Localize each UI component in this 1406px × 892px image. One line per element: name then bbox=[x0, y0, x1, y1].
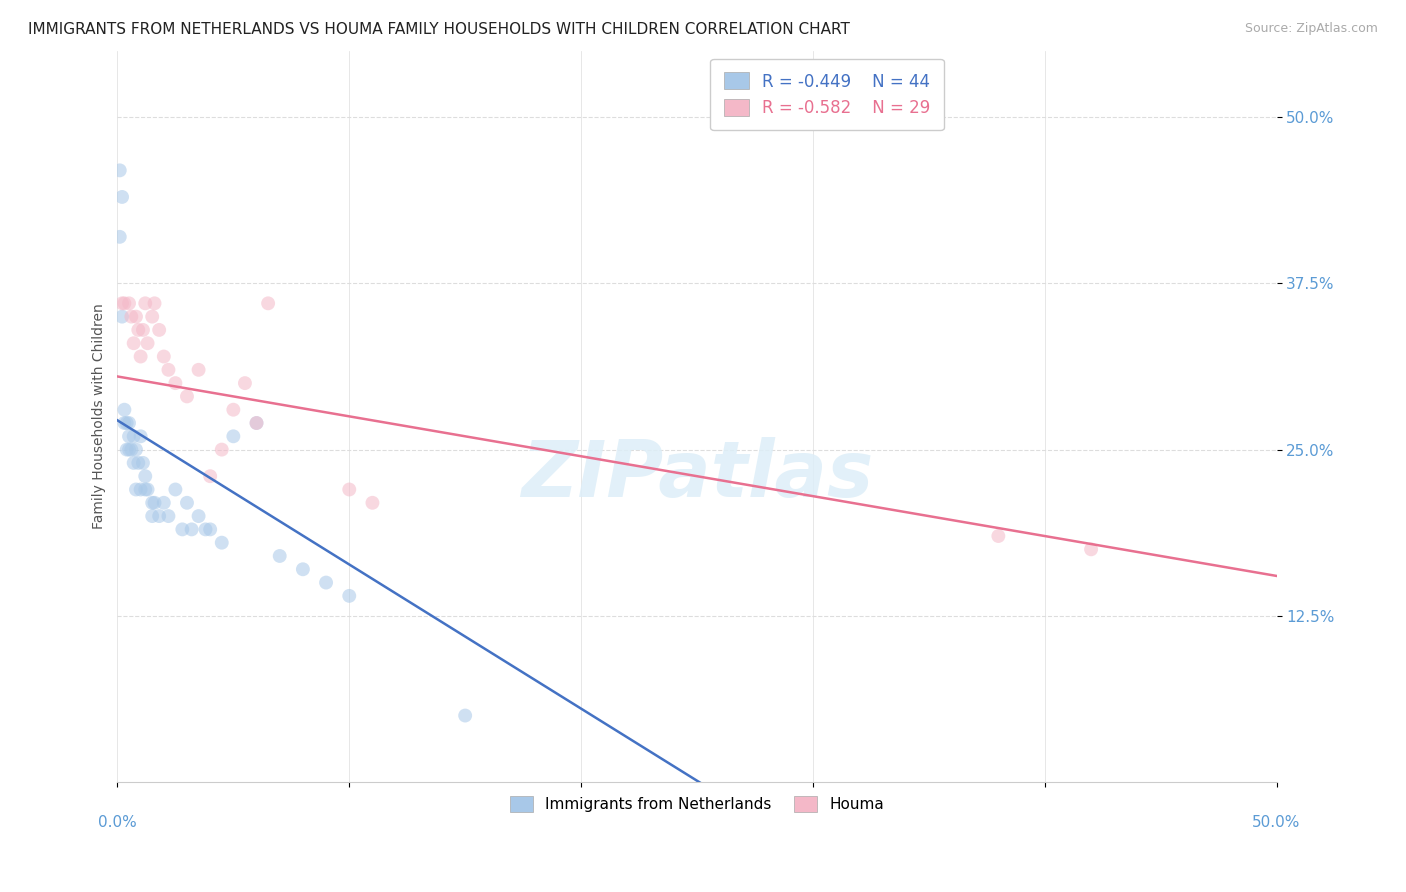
Point bbox=[153, 350, 176, 364]
Point bbox=[233, 376, 256, 390]
Point bbox=[454, 708, 477, 723]
Point bbox=[211, 535, 233, 549]
Point bbox=[361, 496, 384, 510]
Point bbox=[157, 509, 180, 524]
Point bbox=[115, 416, 138, 430]
Point bbox=[118, 429, 141, 443]
Point bbox=[122, 456, 145, 470]
Point bbox=[127, 323, 149, 337]
Text: IMMIGRANTS FROM NETHERLANDS VS HOUMA FAMILY HOUSEHOLDS WITH CHILDREN CORRELATION: IMMIGRANTS FROM NETHERLANDS VS HOUMA FAM… bbox=[28, 22, 851, 37]
Point bbox=[120, 442, 142, 457]
Point bbox=[112, 416, 135, 430]
Point bbox=[291, 562, 314, 576]
Point bbox=[245, 416, 267, 430]
Point bbox=[180, 522, 202, 536]
Point bbox=[337, 483, 360, 497]
Point bbox=[269, 549, 291, 563]
Point bbox=[222, 402, 245, 417]
Point bbox=[132, 323, 155, 337]
Text: 50.0%: 50.0% bbox=[1253, 815, 1301, 830]
Point bbox=[129, 350, 152, 364]
Point bbox=[987, 529, 1010, 543]
Point bbox=[143, 296, 166, 310]
Point bbox=[134, 483, 156, 497]
Point bbox=[111, 310, 134, 324]
Point bbox=[136, 336, 159, 351]
Point bbox=[153, 496, 176, 510]
Point bbox=[127, 456, 149, 470]
Point bbox=[108, 163, 131, 178]
Point bbox=[222, 429, 245, 443]
Point bbox=[165, 483, 187, 497]
Point bbox=[245, 416, 267, 430]
Point bbox=[148, 509, 170, 524]
Point bbox=[148, 323, 170, 337]
Point bbox=[122, 336, 145, 351]
Text: Source: ZipAtlas.com: Source: ZipAtlas.com bbox=[1244, 22, 1378, 36]
Point bbox=[129, 483, 152, 497]
Point bbox=[157, 363, 180, 377]
Point bbox=[125, 310, 148, 324]
Point bbox=[198, 469, 221, 483]
Point bbox=[122, 429, 145, 443]
Point bbox=[211, 442, 233, 457]
Point bbox=[176, 496, 198, 510]
Text: 0.0%: 0.0% bbox=[98, 815, 136, 830]
Point bbox=[141, 509, 163, 524]
Point bbox=[132, 456, 155, 470]
Point bbox=[194, 522, 217, 536]
Point bbox=[165, 376, 187, 390]
Point bbox=[1080, 542, 1102, 557]
Point bbox=[118, 442, 141, 457]
Point bbox=[112, 296, 135, 310]
Point bbox=[129, 429, 152, 443]
Point bbox=[141, 496, 163, 510]
Point bbox=[141, 310, 163, 324]
Point bbox=[118, 416, 141, 430]
Point bbox=[187, 363, 209, 377]
Point bbox=[187, 509, 209, 524]
Point bbox=[111, 190, 134, 204]
Point bbox=[111, 296, 134, 310]
Point bbox=[108, 230, 131, 244]
Point bbox=[120, 310, 142, 324]
Point bbox=[315, 575, 337, 590]
Point bbox=[176, 389, 198, 403]
Y-axis label: Family Households with Children: Family Households with Children bbox=[93, 303, 107, 529]
Point bbox=[125, 483, 148, 497]
Point bbox=[134, 469, 156, 483]
Legend: Immigrants from Netherlands, Houma: Immigrants from Netherlands, Houma bbox=[503, 790, 890, 818]
Point bbox=[143, 496, 166, 510]
Text: ZIPatlas: ZIPatlas bbox=[520, 437, 873, 513]
Point bbox=[172, 522, 194, 536]
Point bbox=[125, 442, 148, 457]
Point bbox=[112, 402, 135, 417]
Point bbox=[337, 589, 360, 603]
Point bbox=[134, 296, 156, 310]
Point bbox=[257, 296, 280, 310]
Point bbox=[198, 522, 221, 536]
Point bbox=[115, 442, 138, 457]
Point bbox=[136, 483, 159, 497]
Point bbox=[118, 296, 141, 310]
